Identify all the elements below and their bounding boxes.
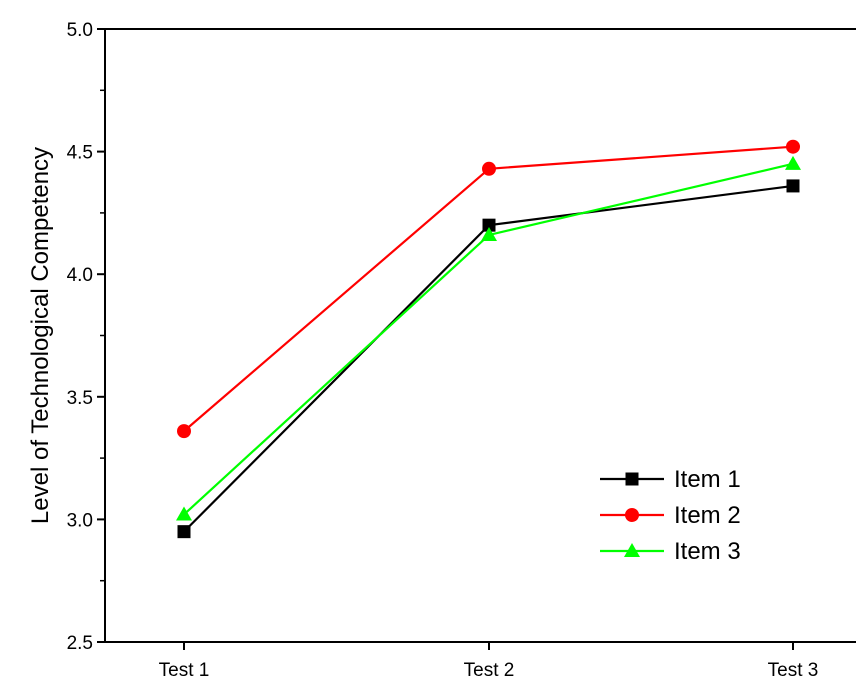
y-tick-label: 3.5	[67, 388, 93, 409]
x-tick-label: Test 3	[768, 660, 819, 681]
data-point	[785, 155, 801, 170]
y-tick-label: 4.0	[67, 265, 93, 286]
legend-label: Item 3	[674, 538, 741, 565]
series-3	[176, 155, 801, 521]
legend: Item 1 Item 2 Item 3	[600, 466, 741, 565]
x-tick-label: Test 2	[464, 660, 515, 681]
series-2	[177, 139, 800, 439]
data-point	[786, 179, 800, 193]
legend-item-3: Item 3	[600, 538, 741, 565]
series-line	[183, 162, 794, 516]
series-layer	[176, 139, 801, 539]
data-point	[176, 506, 192, 521]
series-1	[177, 179, 800, 539]
legend-label: Item 1	[674, 466, 741, 493]
y-tick-label: 5.0	[67, 20, 93, 41]
y-tick-label: 4.5	[67, 143, 93, 164]
axes: 2.5 3.0 3.5 4.0 4.5 5.0 Test 1 Test 2 Test 3	[67, 20, 856, 681]
y-axis-title: Level of Technological Competency	[27, 147, 54, 524]
data-point	[482, 218, 496, 232]
data-point	[481, 226, 497, 241]
legend-marker	[625, 508, 639, 522]
series-line	[183, 145, 794, 432]
data-point	[786, 139, 800, 154]
legend-marker	[624, 543, 640, 557]
legend-item-2: Item 2	[600, 502, 741, 529]
x-tick-label: Test 1	[159, 660, 210, 681]
data-point	[177, 525, 191, 539]
y-tick-label: 2.5	[67, 633, 93, 654]
legend-item-1: Item 1	[600, 466, 741, 493]
y-tick-label: 3.0	[67, 510, 93, 531]
data-point	[482, 161, 496, 176]
legend-marker	[625, 472, 639, 486]
data-point	[177, 424, 191, 439]
legend-label: Item 2	[674, 502, 741, 529]
